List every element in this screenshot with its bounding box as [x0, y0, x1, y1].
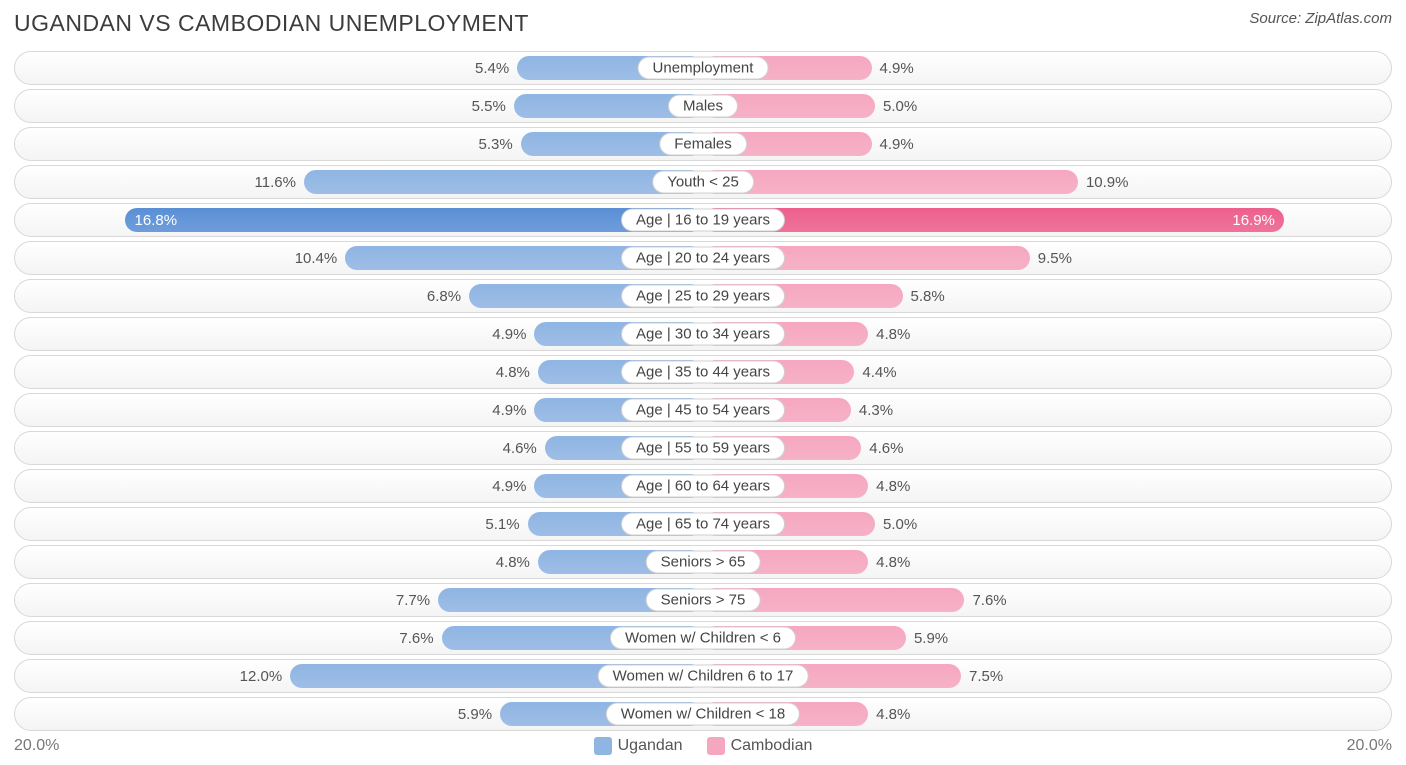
value-left: 5.3% [470, 128, 520, 160]
chart-row: 5.5% 5.0% Males [14, 89, 1392, 123]
value-right: 4.3% [851, 394, 901, 426]
chart-row: 7.7% 7.6% Seniors > 75 [14, 583, 1392, 617]
value-left: 7.7% [388, 584, 438, 616]
value-left: 6.8% [419, 280, 469, 312]
axis-max-left: 20.0% [14, 737, 59, 755]
value-left: 4.9% [484, 318, 534, 350]
value-left: 4.8% [488, 546, 538, 578]
value-right: 4.8% [868, 546, 918, 578]
value-right: 5.9% [906, 622, 956, 654]
source-name: ZipAtlas.com [1305, 10, 1392, 27]
value-right: 16.9% [1224, 204, 1283, 236]
category-label: Age | 25 to 29 years [621, 285, 785, 308]
chart-row: 7.6% 5.9% Women w/ Children < 6 [14, 621, 1392, 655]
value-right: 5.8% [903, 280, 953, 312]
value-right: 4.4% [854, 356, 904, 388]
value-right: 9.5% [1030, 242, 1080, 274]
value-right: 4.9% [872, 128, 922, 160]
category-label: Age | 35 to 44 years [621, 361, 785, 384]
category-label: Age | 16 to 19 years [621, 209, 785, 232]
chart-row: 11.6% 10.9% Youth < 25 [14, 165, 1392, 199]
chart-row: 16.8% 16.9% Age | 16 to 19 years [14, 203, 1392, 237]
chart-row: 4.9% 4.3% Age | 45 to 54 years [14, 393, 1392, 427]
chart-row: 4.8% 4.4% Age | 35 to 44 years [14, 355, 1392, 389]
value-left: 7.6% [391, 622, 441, 654]
chart-row: 4.9% 4.8% Age | 30 to 34 years [14, 317, 1392, 351]
legend: Ugandan Cambodian [59, 737, 1346, 755]
chart-source: Source: ZipAtlas.com [1249, 10, 1392, 27]
legend-label-left: Ugandan [618, 737, 683, 755]
bar-right [703, 208, 1284, 232]
value-right: 4.6% [861, 432, 911, 464]
category-label: Seniors > 75 [646, 589, 761, 612]
value-left: 11.6% [247, 166, 304, 198]
category-label: Age | 60 to 64 years [621, 475, 785, 498]
legend-item-left: Ugandan [594, 737, 683, 755]
axis-max-right: 20.0% [1347, 737, 1392, 755]
bar-right [703, 170, 1078, 194]
chart-row: 5.1% 5.0% Age | 65 to 74 years [14, 507, 1392, 541]
value-left: 5.5% [464, 90, 514, 122]
legend-item-right: Cambodian [707, 737, 813, 755]
value-left: 10.4% [287, 242, 346, 274]
category-label: Women w/ Children < 18 [606, 703, 800, 726]
category-label: Women w/ Children < 6 [610, 627, 796, 650]
value-left: 4.6% [495, 432, 545, 464]
chart-header: UGANDAN VS CAMBODIAN UNEMPLOYMENT Source… [14, 10, 1392, 37]
chart-row: 5.3% 4.9% Females [14, 127, 1392, 161]
category-label: Age | 20 to 24 years [621, 247, 785, 270]
category-label: Age | 30 to 34 years [621, 323, 785, 346]
value-left: 4.9% [484, 394, 534, 426]
bar-left [125, 208, 703, 232]
value-right: 4.8% [868, 318, 918, 350]
value-right: 5.0% [875, 90, 925, 122]
chart-footer: 20.0% Ugandan Cambodian 20.0% [14, 737, 1392, 755]
value-right: 4.8% [868, 470, 918, 502]
diverging-bar-chart: 5.4% 4.9% Unemployment 5.5% 5.0% Males 5.3% 4.9… [14, 51, 1392, 731]
category-label: Males [668, 95, 738, 118]
value-left: 4.9% [484, 470, 534, 502]
category-label: Unemployment [638, 57, 769, 80]
source-prefix: Source: [1249, 10, 1305, 27]
legend-label-right: Cambodian [731, 737, 813, 755]
legend-swatch-left [594, 737, 612, 755]
chart-title: UGANDAN VS CAMBODIAN UNEMPLOYMENT [14, 10, 529, 37]
value-right: 4.8% [868, 698, 918, 730]
value-right: 7.6% [964, 584, 1014, 616]
value-left: 5.9% [450, 698, 500, 730]
category-label: Women w/ Children 6 to 17 [598, 665, 809, 688]
category-label: Seniors > 65 [646, 551, 761, 574]
chart-row: 6.8% 5.8% Age | 25 to 29 years [14, 279, 1392, 313]
chart-row: 12.0% 7.5% Women w/ Children 6 to 17 [14, 659, 1392, 693]
category-label: Age | 55 to 59 years [621, 437, 785, 460]
value-right: 7.5% [961, 660, 1011, 692]
value-right: 4.9% [872, 52, 922, 84]
value-left: 16.8% [127, 204, 186, 236]
category-label: Females [659, 133, 747, 156]
chart-row: 5.4% 4.9% Unemployment [14, 51, 1392, 85]
value-left: 4.8% [488, 356, 538, 388]
value-left: 5.1% [477, 508, 527, 540]
category-label: Age | 45 to 54 years [621, 399, 785, 422]
value-right: 10.9% [1078, 166, 1137, 198]
chart-row: 5.9% 4.8% Women w/ Children < 18 [14, 697, 1392, 731]
chart-row: 4.9% 4.8% Age | 60 to 64 years [14, 469, 1392, 503]
value-left: 12.0% [232, 660, 291, 692]
chart-row: 10.4% 9.5% Age | 20 to 24 years [14, 241, 1392, 275]
chart-row: 4.6% 4.6% Age | 55 to 59 years [14, 431, 1392, 465]
bar-left [304, 170, 703, 194]
category-label: Youth < 25 [652, 171, 754, 194]
category-label: Age | 65 to 74 years [621, 513, 785, 536]
value-right: 5.0% [875, 508, 925, 540]
legend-swatch-right [707, 737, 725, 755]
chart-row: 4.8% 4.8% Seniors > 65 [14, 545, 1392, 579]
value-left: 5.4% [467, 52, 517, 84]
